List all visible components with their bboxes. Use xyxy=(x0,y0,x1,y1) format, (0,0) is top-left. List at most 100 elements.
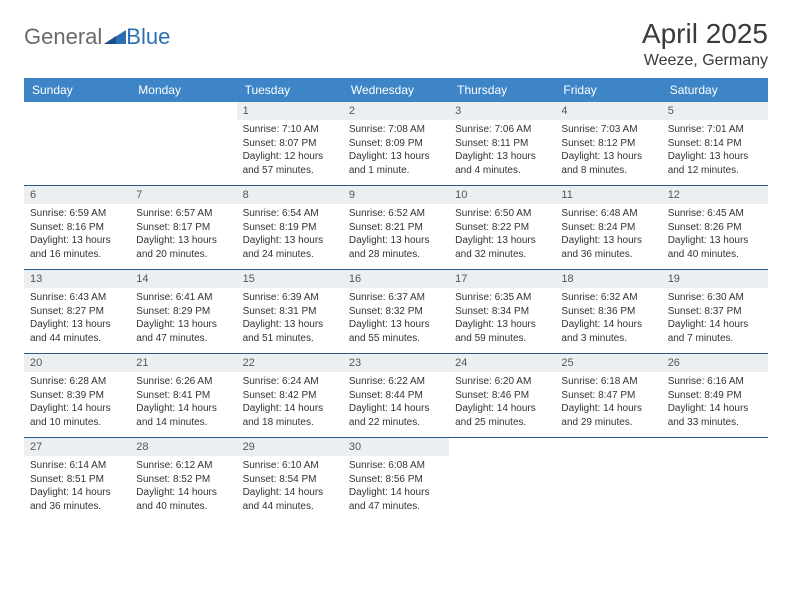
daylight-text: Daylight: 14 hours and 7 minutes. xyxy=(668,318,762,345)
day-number: 7 xyxy=(130,186,236,204)
daylight-text: Daylight: 14 hours and 22 minutes. xyxy=(349,402,443,429)
sunrise-text: Sunrise: 6:14 AM xyxy=(30,459,124,473)
day-cell: 3Sunrise: 7:06 AMSunset: 8:11 PMDaylight… xyxy=(449,102,555,186)
day-body: Sunrise: 6:43 AMSunset: 8:27 PMDaylight:… xyxy=(24,288,130,353)
day-number: 27 xyxy=(24,438,130,456)
day-cell: 24 Sunrise: 6:20 AMSunset: 8:46 PMDayligh… xyxy=(449,354,555,438)
day-cell: 27Sunrise: 6:14 AMSunset: 8:51 PMDayligh… xyxy=(24,438,130,522)
day-number: 24 xyxy=(449,354,555,372)
daylight-text: Daylight: 13 hours and 28 minutes. xyxy=(349,234,443,261)
daylight-text: Daylight: 13 hours and 44 minutes. xyxy=(30,318,124,345)
day-number: 29 xyxy=(237,438,343,456)
sunset-text: Sunset: 8:51 PM xyxy=(30,473,124,487)
day-cell: 9Sunrise: 6:52 AMSunset: 8:21 PMDaylight… xyxy=(343,186,449,270)
day-body: Sunrise: 6:18 AMSunset: 8:47 PMDaylight:… xyxy=(555,372,661,437)
sunset-text: Sunset: 8:27 PM xyxy=(30,305,124,319)
daylight-text: Daylight: 14 hours and 25 minutes. xyxy=(455,402,549,429)
day-cell: 12Sunrise: 6:45 AMSunset: 8:26 PMDayligh… xyxy=(662,186,768,270)
sunset-text: Sunset: 8:31 PM xyxy=(243,305,337,319)
day-body: Sunrise: 6:32 AMSunset: 8:36 PMDaylight:… xyxy=(555,288,661,353)
sunrise-text: Sunrise: 6:57 AM xyxy=(136,207,230,221)
sunset-text: Sunset: 8:09 PM xyxy=(349,137,443,151)
sunrise-text: Sunrise: 6:12 AM xyxy=(136,459,230,473)
day-number: 30 xyxy=(343,438,449,456)
sunset-text: Sunset: 8:14 PM xyxy=(668,137,762,151)
day-number: 5 xyxy=(662,102,768,120)
day-body: Sunrise: 7:06 AMSunset: 8:11 PMDaylight:… xyxy=(449,120,555,185)
day-body: Sunrise: 7:08 AMSunset: 8:09 PMDaylight:… xyxy=(343,120,449,185)
sunset-text: Sunset: 8:22 PM xyxy=(455,221,549,235)
day-body: Sunrise: 6:30 AMSunset: 8:37 PMDaylight:… xyxy=(662,288,768,353)
week-row: 6Sunrise: 6:59 AMSunset: 8:16 PMDaylight… xyxy=(24,186,768,270)
day-cell: 14Sunrise: 6:41 AMSunset: 8:29 PMDayligh… xyxy=(130,270,236,354)
day-cell: 29Sunrise: 6:10 AMSunset: 8:54 PMDayligh… xyxy=(237,438,343,522)
sunrise-text: Sunrise: 6:52 AM xyxy=(349,207,443,221)
day-body: Sunrise: 6:14 AMSunset: 8:51 PMDaylight:… xyxy=(24,456,130,521)
sunrise-text: Sunrise: 6:37 AM xyxy=(349,291,443,305)
day-number: 23 xyxy=(343,354,449,372)
day-number: 6 xyxy=(24,186,130,204)
day-body: Sunrise: 6:16 AMSunset: 8:49 PMDaylight:… xyxy=(662,372,768,437)
weekday-wednesday: Wednesday xyxy=(343,78,449,102)
day-number: 11 xyxy=(555,186,661,204)
sunrise-text: Sunrise: 7:10 AM xyxy=(243,123,337,137)
logo-mark-icon xyxy=(104,26,126,49)
day-number: 28 xyxy=(130,438,236,456)
sunrise-text: Sunrise: 6:18 AM xyxy=(561,375,655,389)
day-cell: 10Sunrise: 6:50 AMSunset: 8:22 PMDayligh… xyxy=(449,186,555,270)
sunset-text: Sunset: 8:46 PM xyxy=(455,389,549,403)
sunrise-text: Sunrise: 6:41 AM xyxy=(136,291,230,305)
day-cell: 7Sunrise: 6:57 AMSunset: 8:17 PMDaylight… xyxy=(130,186,236,270)
daylight-text: Daylight: 14 hours and 10 minutes. xyxy=(30,402,124,429)
day-cell xyxy=(662,438,768,522)
day-number: 1 xyxy=(237,102,343,120)
daylight-text: Daylight: 14 hours and 40 minutes. xyxy=(136,486,230,513)
month-title: April 2025 xyxy=(642,18,768,50)
day-body: Sunrise: 6:39 AMSunset: 8:31 PMDaylight:… xyxy=(237,288,343,353)
weekday-saturday: Saturday xyxy=(662,78,768,102)
day-number: 26 xyxy=(662,354,768,372)
day-body: Sunrise: 6:57 AMSunset: 8:17 PMDaylight:… xyxy=(130,204,236,269)
daylight-text: Daylight: 13 hours and 20 minutes. xyxy=(136,234,230,261)
day-body: Sunrise: 6:28 AMSunset: 8:39 PMDaylight:… xyxy=(24,372,130,437)
sunrise-text: Sunrise: 6:54 AM xyxy=(243,207,337,221)
day-body: Sunrise: 6:12 AMSunset: 8:52 PMDaylight:… xyxy=(130,456,236,521)
day-cell: 18Sunrise: 6:32 AMSunset: 8:36 PMDayligh… xyxy=(555,270,661,354)
sunrise-text: Sunrise: 6:39 AM xyxy=(243,291,337,305)
day-number: 9 xyxy=(343,186,449,204)
sunset-text: Sunset: 8:07 PM xyxy=(243,137,337,151)
sunset-text: Sunset: 8:39 PM xyxy=(30,389,124,403)
day-body: Sunrise: 6:35 AMSunset: 8:34 PMDaylight:… xyxy=(449,288,555,353)
day-body: Sunrise: 6:41 AMSunset: 8:29 PMDaylight:… xyxy=(130,288,236,353)
week-row: 27Sunrise: 6:14 AMSunset: 8:51 PMDayligh… xyxy=(24,438,768,522)
sunrise-text: Sunrise: 6:22 AM xyxy=(349,375,443,389)
sunrise-text: Sunrise: 6:20 AM xyxy=(455,375,549,389)
day-cell: 6Sunrise: 6:59 AMSunset: 8:16 PMDaylight… xyxy=(24,186,130,270)
day-number: 22 xyxy=(237,354,343,372)
day-number: 20 xyxy=(24,354,130,372)
day-number: 4 xyxy=(555,102,661,120)
daylight-text: Daylight: 14 hours and 44 minutes. xyxy=(243,486,337,513)
daylight-text: Daylight: 13 hours and 51 minutes. xyxy=(243,318,337,345)
sunset-text: Sunset: 8:47 PM xyxy=(561,389,655,403)
day-cell xyxy=(555,438,661,522)
day-body: Sunrise: 7:10 AMSunset: 8:07 PMDaylight:… xyxy=(237,120,343,185)
logo-text-general: General xyxy=(24,24,102,50)
day-cell xyxy=(130,102,236,186)
day-cell: 5Sunrise: 7:01 AMSunset: 8:14 PMDaylight… xyxy=(662,102,768,186)
sunset-text: Sunset: 8:34 PM xyxy=(455,305,549,319)
daylight-text: Daylight: 13 hours and 4 minutes. xyxy=(455,150,549,177)
weekday-monday: Monday xyxy=(130,78,236,102)
header: General Blue April 2025 Weeze, Germany xyxy=(24,18,768,70)
day-body: Sunrise: 6:48 AMSunset: 8:24 PMDaylight:… xyxy=(555,204,661,269)
sunrise-text: Sunrise: 6:16 AM xyxy=(668,375,762,389)
sunrise-text: Sunrise: 6:35 AM xyxy=(455,291,549,305)
day-body: Sunrise: 6:54 AMSunset: 8:19 PMDaylight:… xyxy=(237,204,343,269)
weekday-tuesday: Tuesday xyxy=(237,78,343,102)
sunset-text: Sunset: 8:41 PM xyxy=(136,389,230,403)
day-number: 18 xyxy=(555,270,661,288)
daylight-text: Daylight: 13 hours and 55 minutes. xyxy=(349,318,443,345)
sunrise-text: Sunrise: 6:24 AM xyxy=(243,375,337,389)
sunset-text: Sunset: 8:49 PM xyxy=(668,389,762,403)
day-body: Sunrise: 6:10 AMSunset: 8:54 PMDaylight:… xyxy=(237,456,343,521)
